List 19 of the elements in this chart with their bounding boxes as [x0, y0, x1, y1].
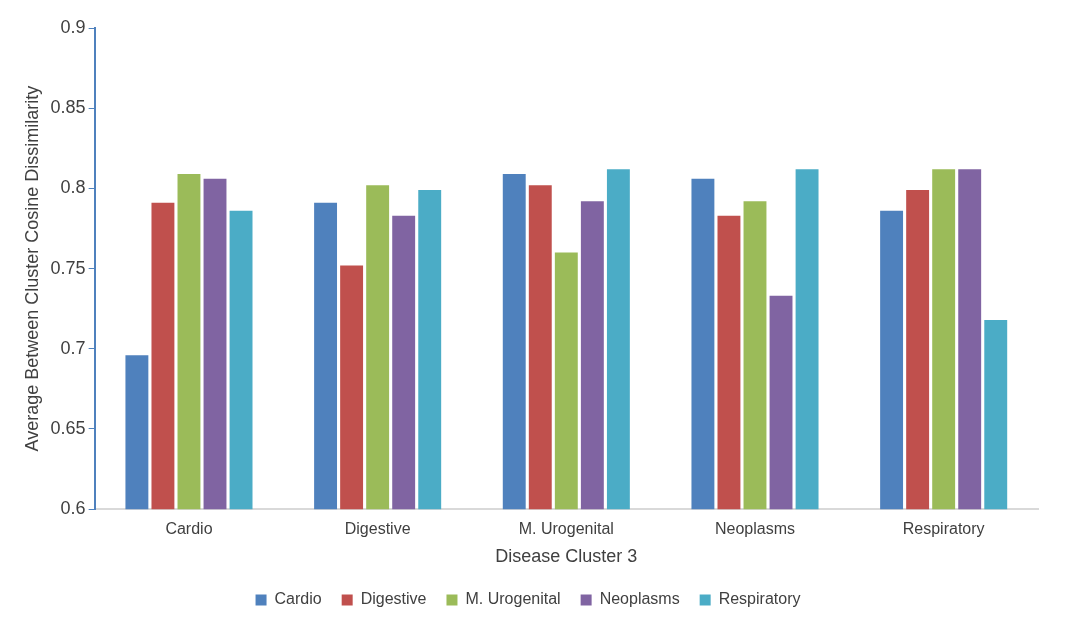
y-tick-label: 0.8	[60, 177, 86, 198]
x-axis-title: Disease Cluster 3	[495, 546, 638, 567]
legend-label: Cardio	[274, 590, 322, 608]
y-tick-label: 0.75	[50, 257, 86, 278]
y-tick-label: 0.6	[60, 498, 86, 519]
x-tick-label: Cardio	[165, 520, 213, 538]
legend-label: Neoplasms	[599, 590, 680, 608]
legend-label: Digestive	[360, 590, 427, 608]
legend-label: Respiratory	[718, 590, 801, 608]
y-tick-label: 0.65	[50, 417, 86, 438]
x-tick-label: Respiratory	[902, 520, 985, 538]
x-tick-label: Neoplasms	[714, 520, 796, 538]
y-axis-title: Average Between Cluster Cosine Dissimilarity	[21, 85, 42, 452]
x-tick-label: Digestive	[344, 520, 411, 538]
y-tick-label: 0.85	[50, 97, 86, 118]
x-tick-label: M. Urogenital	[518, 520, 614, 538]
legend-label: M. Urogenital	[465, 590, 561, 608]
y-tick-label: 0.9	[60, 16, 86, 37]
y-tick-label: 0.7	[60, 337, 86, 358]
